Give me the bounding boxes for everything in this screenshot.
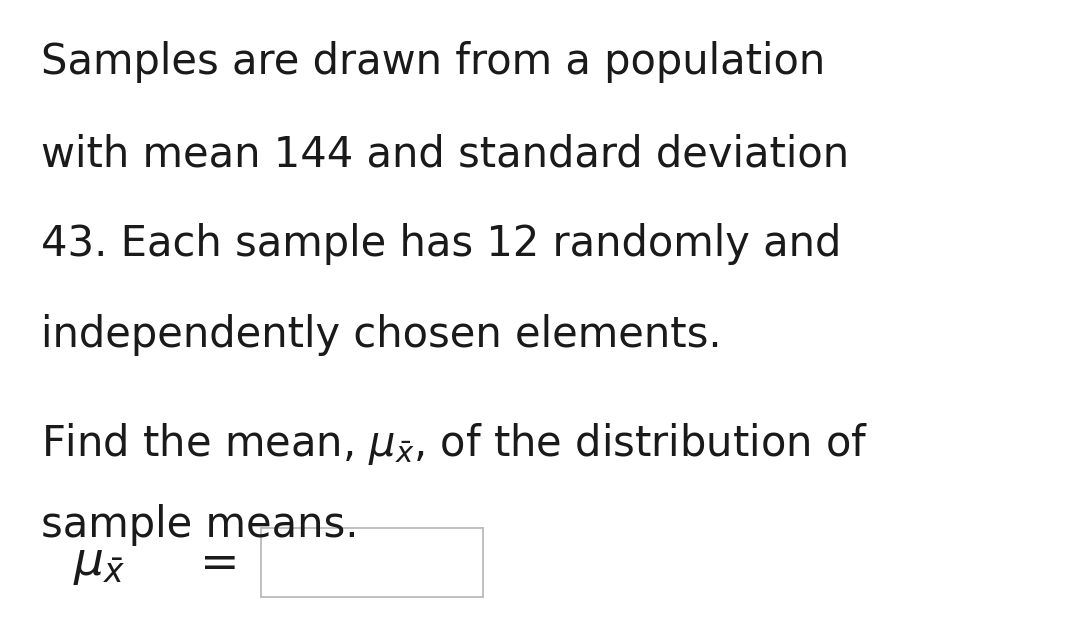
Text: $\mu_{\bar{x}}$: $\mu_{\bar{x}}$ <box>73 542 126 587</box>
Text: =: = <box>200 542 240 587</box>
Text: Samples are drawn from a population: Samples are drawn from a population <box>41 41 825 84</box>
Text: Find the mean, $\mu_{\bar{x}}$, of the distribution of: Find the mean, $\mu_{\bar{x}}$, of the d… <box>41 421 868 467</box>
Text: independently chosen elements.: independently chosen elements. <box>41 314 721 356</box>
Text: sample means.: sample means. <box>41 504 359 546</box>
Text: 43. Each sample has 12 randomly and: 43. Each sample has 12 randomly and <box>41 223 841 265</box>
Text: with mean 144 and standard deviation: with mean 144 and standard deviation <box>41 134 849 176</box>
